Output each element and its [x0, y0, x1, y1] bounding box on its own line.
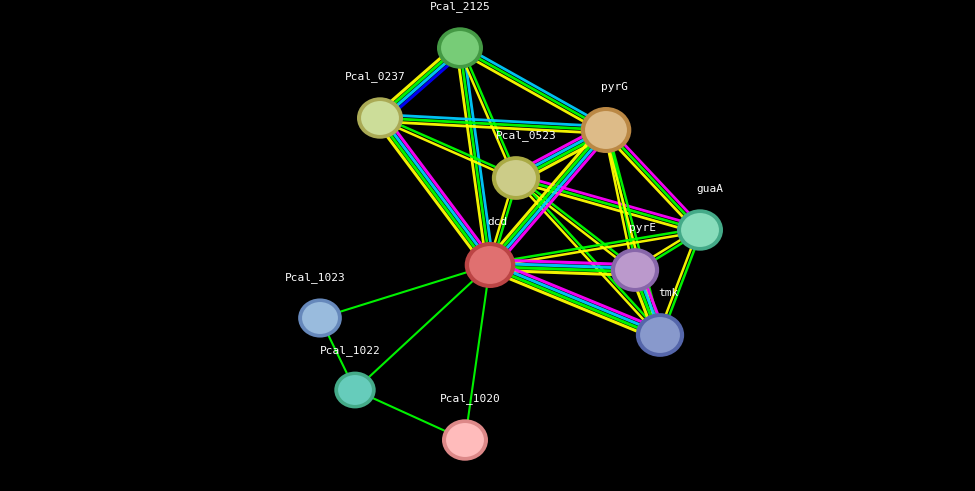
- Ellipse shape: [495, 159, 537, 197]
- Ellipse shape: [636, 313, 684, 357]
- Ellipse shape: [437, 27, 483, 69]
- Text: Pcal_0237: Pcal_0237: [344, 71, 406, 82]
- Ellipse shape: [440, 30, 480, 66]
- Text: Pcal_2125: Pcal_2125: [430, 1, 490, 12]
- Text: Pcal_1023: Pcal_1023: [285, 272, 345, 283]
- Ellipse shape: [445, 422, 485, 458]
- Ellipse shape: [639, 316, 681, 354]
- Text: tmk: tmk: [658, 288, 679, 298]
- Ellipse shape: [301, 301, 339, 335]
- Ellipse shape: [360, 100, 400, 136]
- Ellipse shape: [584, 110, 628, 150]
- Text: Pcal_1022: Pcal_1022: [320, 345, 380, 356]
- Text: dcd: dcd: [488, 217, 508, 227]
- Ellipse shape: [357, 97, 403, 138]
- Text: pyrE: pyrE: [630, 223, 656, 233]
- Ellipse shape: [680, 212, 720, 248]
- Ellipse shape: [491, 156, 540, 200]
- Ellipse shape: [298, 299, 342, 337]
- Text: pyrG: pyrG: [601, 82, 628, 92]
- Text: Pcal_0523: Pcal_0523: [495, 130, 557, 141]
- Ellipse shape: [468, 245, 512, 285]
- Ellipse shape: [337, 374, 373, 406]
- Ellipse shape: [465, 242, 516, 288]
- Ellipse shape: [614, 251, 656, 289]
- Ellipse shape: [611, 248, 659, 292]
- Ellipse shape: [334, 372, 375, 409]
- Ellipse shape: [442, 419, 488, 461]
- Ellipse shape: [677, 209, 723, 251]
- Text: guaA: guaA: [696, 184, 723, 194]
- Text: Pcal_1020: Pcal_1020: [440, 393, 500, 404]
- Ellipse shape: [581, 107, 631, 153]
